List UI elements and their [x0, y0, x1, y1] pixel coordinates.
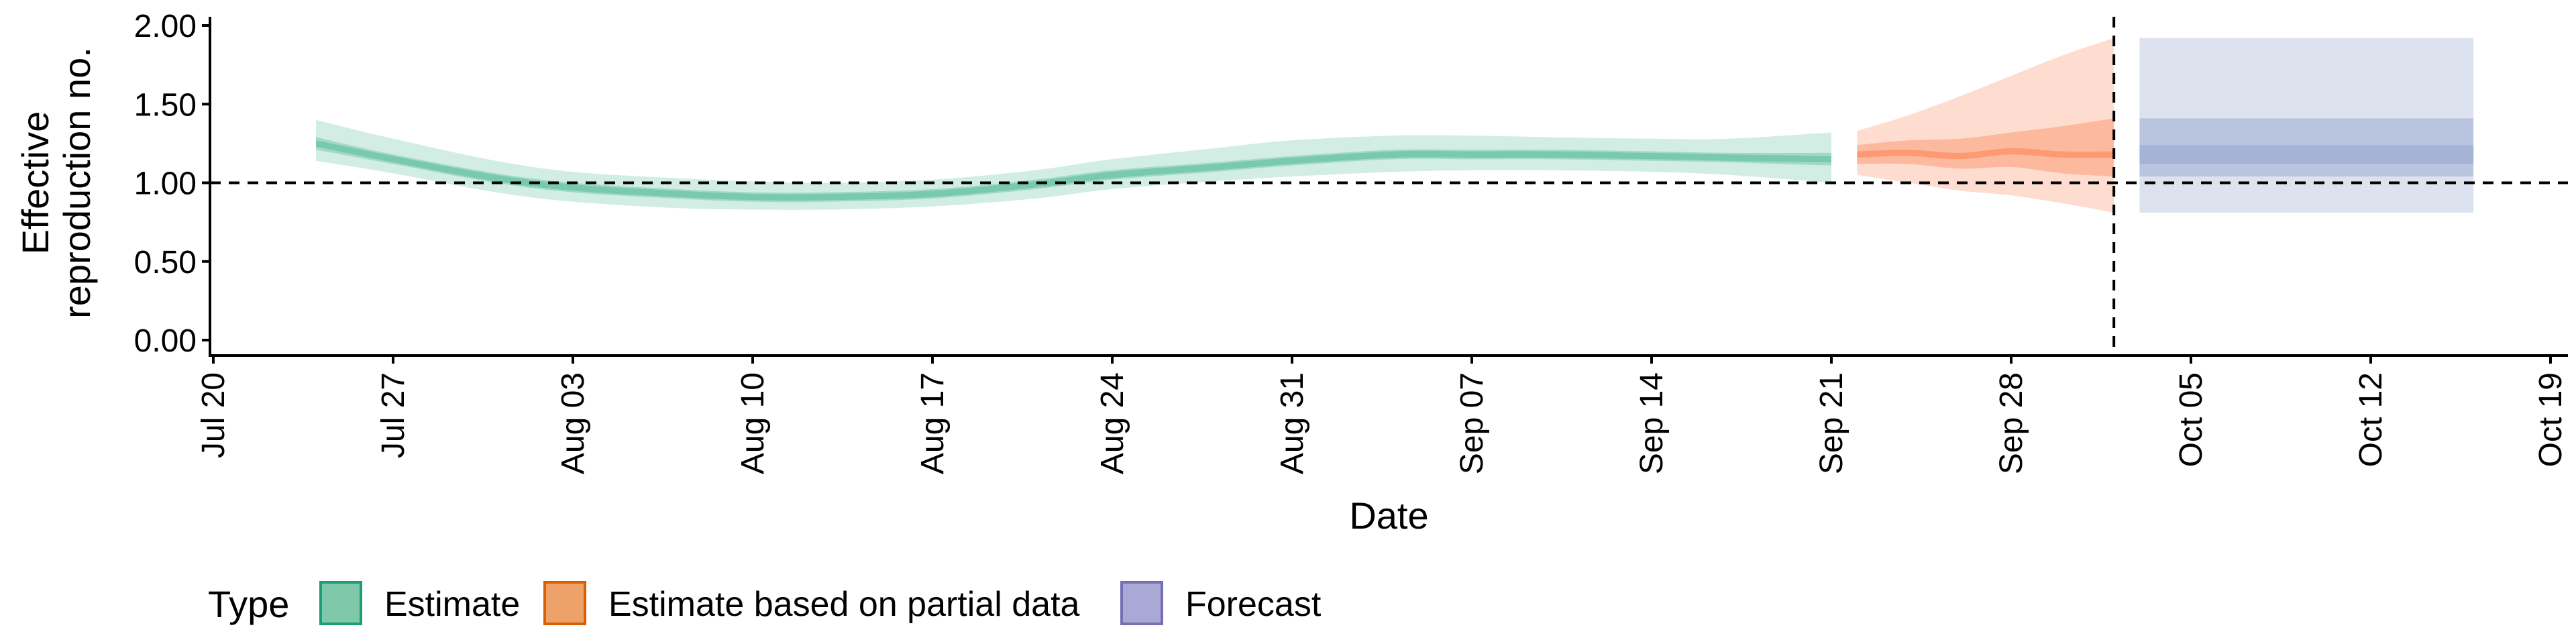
legend-entry: Estimate based on partial data: [543, 581, 1080, 625]
axes: 0.00 0.50 1.00 1.50 2.00 Jul 20 Jul 27 Aug 03 Au…: [14, 9, 2569, 537]
ribbon-20: [2139, 145, 2474, 164]
y-axis-title-line: Effective: [14, 111, 56, 255]
y-tick-label: 1.00: [134, 166, 197, 202]
x-tick-label: Aug 24: [1095, 372, 1130, 474]
ribbon-50: [2139, 118, 2474, 177]
legend-label: Forecast: [1185, 585, 1322, 624]
x-tick-label: Aug 10: [735, 372, 771, 474]
x-tick-label: Jul 20: [196, 372, 231, 458]
x-tick-label: Oct 19: [2533, 372, 2569, 467]
x-axis-title: Date: [1349, 494, 1428, 537]
x-tick-label: Aug 17: [915, 372, 951, 474]
ribbon-90: [2139, 38, 2474, 213]
y-axis-title-line: reproduction no.: [56, 47, 98, 319]
y-tick-label: 0.50: [134, 245, 197, 280]
legend: Type Estimate Estimate based on partial da…: [208, 581, 1322, 625]
x-tick-label: Oct 05: [2174, 372, 2209, 467]
series-estimate: [316, 119, 1831, 210]
reference-lines: [210, 17, 2568, 356]
x-tick-label: Sep 14: [1634, 372, 1670, 474]
ribbon-90: [1857, 38, 2114, 213]
legend-title: Type: [208, 583, 289, 625]
y-tick-label: 0.00: [134, 323, 197, 359]
legend-entry: Forecast: [1120, 581, 1322, 625]
legend-label: Estimate based on partial data: [608, 585, 1080, 624]
median-band: [316, 140, 1831, 201]
x-tick-label: Aug 31: [1275, 372, 1310, 474]
median-band: [1857, 148, 2114, 160]
x-tick-label: Oct 12: [2353, 372, 2389, 467]
x-tick-label: Jul 27: [376, 372, 411, 458]
series-estimate-based-on-partial-data: [1857, 38, 2114, 213]
series-forecast: [2139, 38, 2474, 213]
legend-swatch: [1120, 581, 1163, 625]
ribbons: [316, 38, 2474, 213]
legend-entry: Estimate: [319, 581, 520, 625]
x-tick-label: Aug 03: [555, 372, 591, 474]
legend-swatch: [319, 581, 362, 625]
y-tick-label: 1.50: [134, 87, 197, 123]
legend-label: Estimate: [384, 585, 520, 624]
ribbon-50: [1857, 118, 2114, 177]
y-tick-label: 2.00: [134, 9, 197, 44]
x-tick-label: Sep 21: [1814, 372, 1849, 474]
ribbon-90: [316, 119, 1831, 210]
x-tick-label: Sep 07: [1454, 372, 1490, 474]
x-tick-label: Sep 28: [1994, 372, 2029, 474]
legend-swatch: [543, 581, 586, 625]
